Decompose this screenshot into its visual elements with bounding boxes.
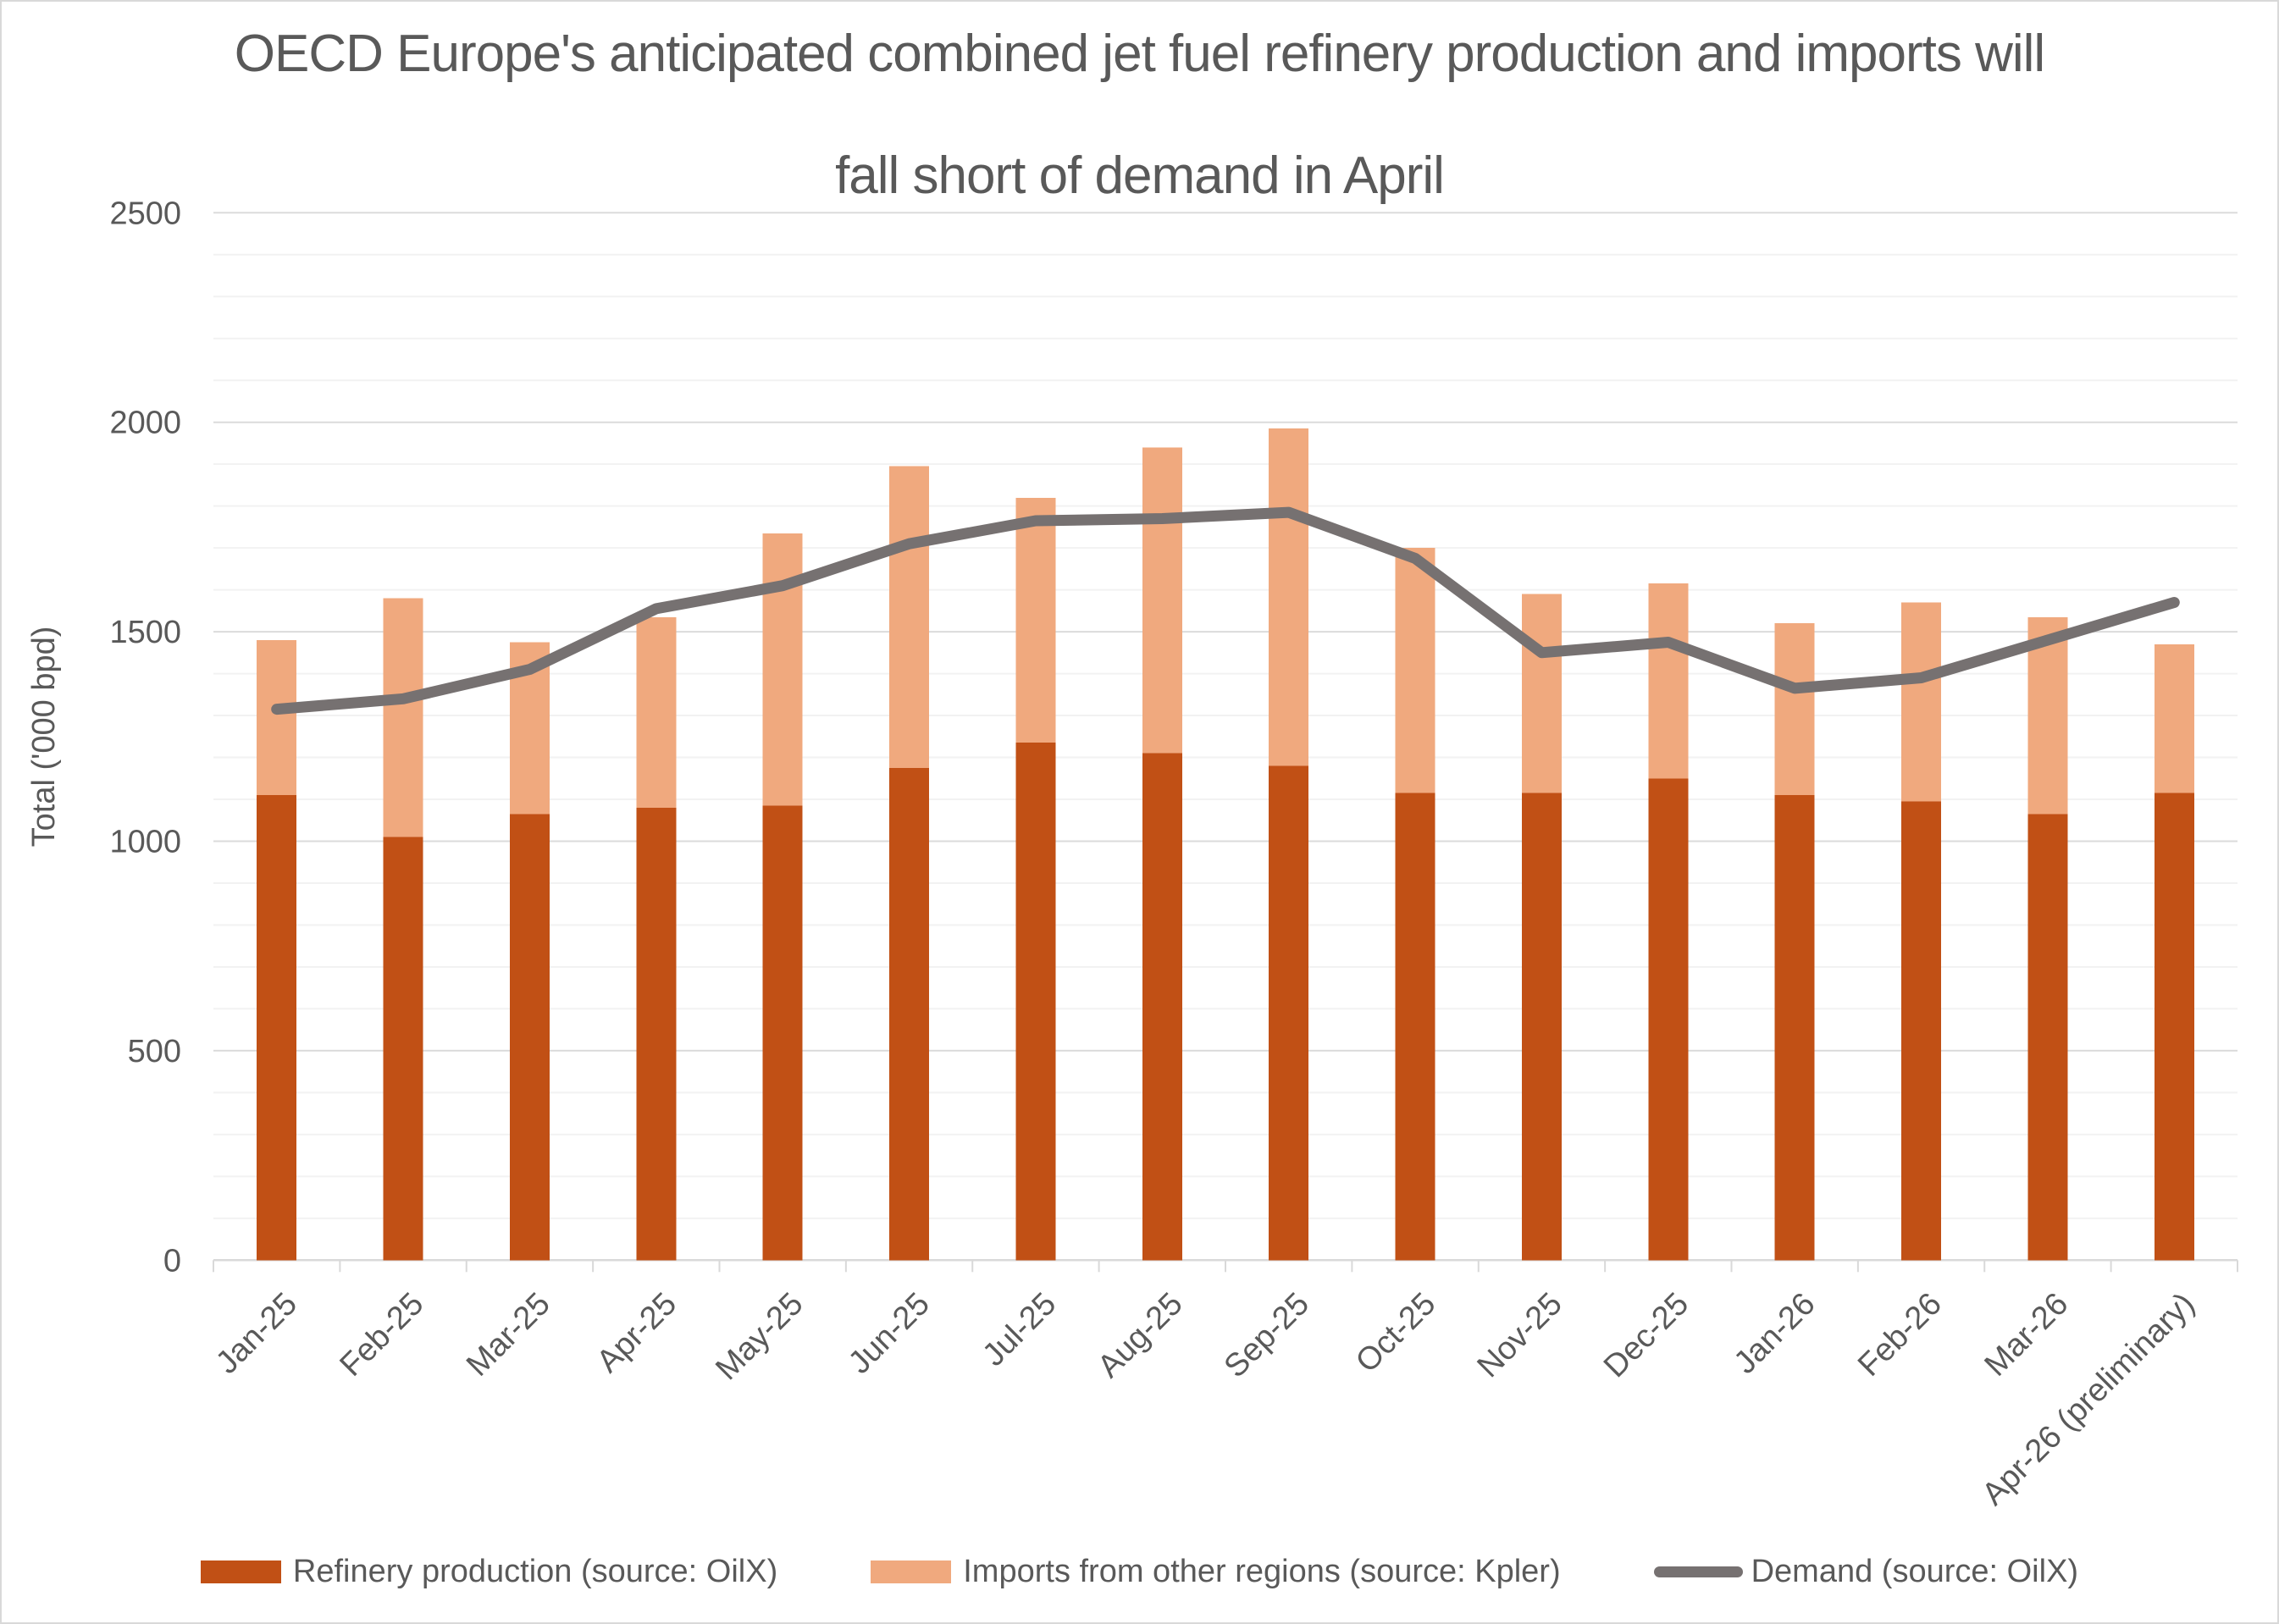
bar-imports-Apr-26 (preliminary) — [2154, 644, 2194, 793]
bar-imports-Feb-25 — [383, 598, 423, 837]
imports-swatch-icon — [871, 1560, 952, 1583]
y-axis-title: Total ('000 bpd) — [26, 627, 62, 848]
x-tick-label-Aug-25: Aug-25 — [1091, 1286, 1189, 1384]
x-tick-label-Jan-25: Jan-25 — [209, 1286, 304, 1381]
x-tick-label-Apr-25: Apr-25 — [590, 1286, 683, 1379]
demand-line-swatch-icon — [1653, 1566, 1743, 1577]
y-tick-label-500: 500 — [128, 1034, 181, 1069]
bar-imports-Dec-25 — [1648, 583, 1689, 779]
bar-refinery-Oct-25 — [1395, 793, 1435, 1261]
bar-imports-Sep-25 — [1269, 428, 1309, 766]
bar-imports-Mar-26 — [2027, 616, 2068, 815]
y-tick-label-0: 0 — [163, 1243, 181, 1279]
demand-line — [271, 506, 2180, 715]
bar-refinery-Feb-25 — [383, 837, 423, 1261]
x-tick-label-May-25: May-25 — [709, 1286, 810, 1387]
bar-refinery-Jun-25 — [889, 767, 930, 1261]
bar-imports-Nov-25 — [1521, 594, 1562, 793]
bar-imports-Jan-25 — [257, 639, 297, 796]
x-tick-label-Apr-26 (preliminary): Apr-26 (preliminary) — [1976, 1286, 2202, 1512]
bar-imports-Jun-25 — [889, 466, 930, 768]
legend-item-imports: Imports from other regions (source: Kple… — [871, 1554, 1561, 1590]
bar-refinery-Dec-25 — [1648, 778, 1689, 1261]
bar-refinery-Sep-25 — [1269, 765, 1309, 1261]
bar-imports-Apr-25 — [636, 616, 677, 808]
legend-label-imports: Imports from other regions (source: Kple… — [963, 1554, 1561, 1589]
bar-refinery-Jan-26 — [1774, 795, 1815, 1261]
bar-refinery-Apr-26 (preliminary) — [2154, 793, 2194, 1261]
chart-title-line-1: OECD Europe's anticipated combined jet f… — [234, 25, 2045, 83]
x-tick-label-Mar-25: Mar-25 — [460, 1286, 557, 1384]
bar-refinery-Feb-26 — [1901, 801, 1942, 1261]
bar-refinery-Apr-25 — [636, 807, 677, 1261]
bar-imports-Feb-26 — [1901, 602, 1942, 802]
y-tick-label-1000: 1000 — [109, 825, 181, 860]
x-tick-label-Mar-26: Mar-26 — [1978, 1286, 2075, 1384]
bar-refinery-Jul-25 — [1015, 743, 1056, 1261]
y-tick-label-2500: 2500 — [109, 196, 181, 231]
legend-label-refinery-production: Refinery production (source: OilX) — [292, 1554, 778, 1589]
chart-title-line-2: fall short of demand in April — [835, 146, 1445, 205]
bar-imports-May-25 — [762, 533, 803, 806]
bar-imports-Oct-25 — [1395, 548, 1435, 793]
x-tick-label-Jun-25: Jun-25 — [842, 1286, 937, 1381]
x-tick-label-Sep-25: Sep-25 — [1218, 1286, 1316, 1384]
legend: Refinery production (source: OilX) Impor… — [2, 1554, 2277, 1590]
chart-title: OECD Europe's anticipated combined jet f… — [2, 24, 2277, 207]
x-tick-label-Jan-26: Jan-26 — [1728, 1286, 1823, 1381]
refinery-production-swatch-icon — [200, 1560, 281, 1583]
bar-refinery-Aug-25 — [1142, 753, 1182, 1261]
x-tick-label-Feb-26: Feb-26 — [1851, 1286, 1949, 1384]
bar-refinery-May-25 — [762, 805, 803, 1261]
bar-refinery-Mar-25 — [509, 814, 550, 1261]
x-tick-label-Feb-25: Feb-25 — [334, 1286, 431, 1384]
legend-item-demand: Demand (source: OilX) — [1653, 1554, 2079, 1590]
bar-imports-Jan-26 — [1774, 623, 1815, 796]
bar-refinery-Mar-26 — [2027, 814, 2068, 1261]
x-tick-label-Dec-25: Dec-25 — [1597, 1286, 1695, 1384]
y-tick-label-1500: 1500 — [109, 615, 181, 650]
bar-imports-Aug-25 — [1142, 447, 1182, 754]
bar-imports-Jul-25 — [1015, 497, 1056, 743]
legend-label-demand: Demand (source: OilX) — [1751, 1554, 2079, 1589]
x-tick-label-Jul-25: Jul-25 — [976, 1286, 1063, 1373]
legend-item-refinery-production: Refinery production (source: OilX) — [200, 1554, 778, 1590]
bar-refinery-Nov-25 — [1521, 793, 1562, 1261]
x-tick-label-Nov-25: Nov-25 — [1470, 1286, 1568, 1384]
y-tick-label-2000: 2000 — [109, 406, 181, 441]
x-tick-label-Oct-25: Oct-25 — [1349, 1286, 1442, 1379]
bar-refinery-Jan-25 — [257, 795, 297, 1261]
